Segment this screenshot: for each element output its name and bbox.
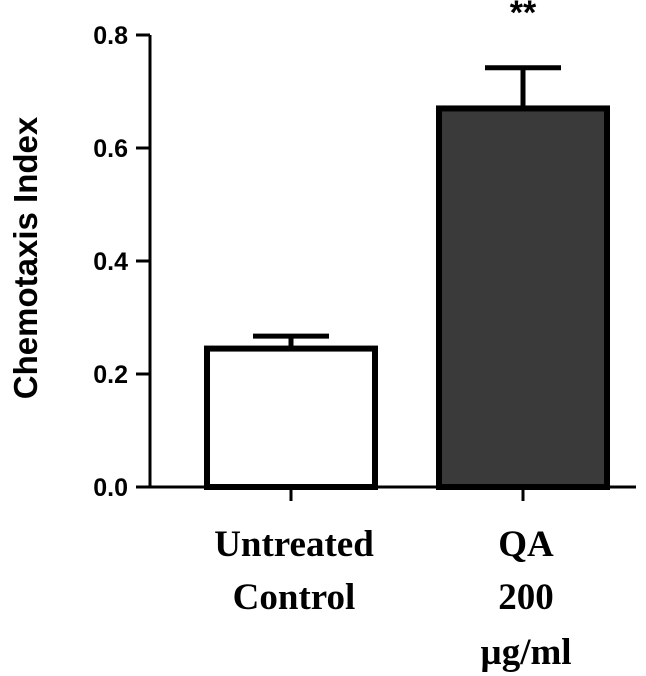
bar: [436, 105, 610, 490]
y-tick-label: 0.0: [93, 474, 128, 502]
x-category-label-line: µg/ml: [480, 632, 571, 673]
x-category-label-line: Untreated: [214, 524, 374, 565]
bar: [204, 345, 378, 491]
x-category-label-line: Control: [233, 577, 356, 618]
y-ticks: 0.0 0.2 0.4 0.6 0.8: [93, 22, 150, 502]
x-category-labels: Untreated Control QA 200 µg/ml: [214, 524, 571, 673]
x-category-label-line: QA: [498, 524, 554, 565]
y-tick-label: 0.6: [93, 135, 128, 163]
x-category-label-line: 200: [498, 577, 554, 618]
y-tick-label: 0.8: [93, 22, 128, 50]
x-category-label: QA 200 µg/ml: [480, 524, 571, 673]
y-tick-label: 0.4: [93, 248, 128, 276]
bars: **: [204, 0, 610, 501]
significance-label: **: [510, 0, 537, 32]
y-axis-title: Chemotaxis Index: [7, 116, 44, 399]
y-tick-label: 0.2: [93, 361, 128, 389]
x-category-label: Untreated Control: [214, 524, 374, 618]
